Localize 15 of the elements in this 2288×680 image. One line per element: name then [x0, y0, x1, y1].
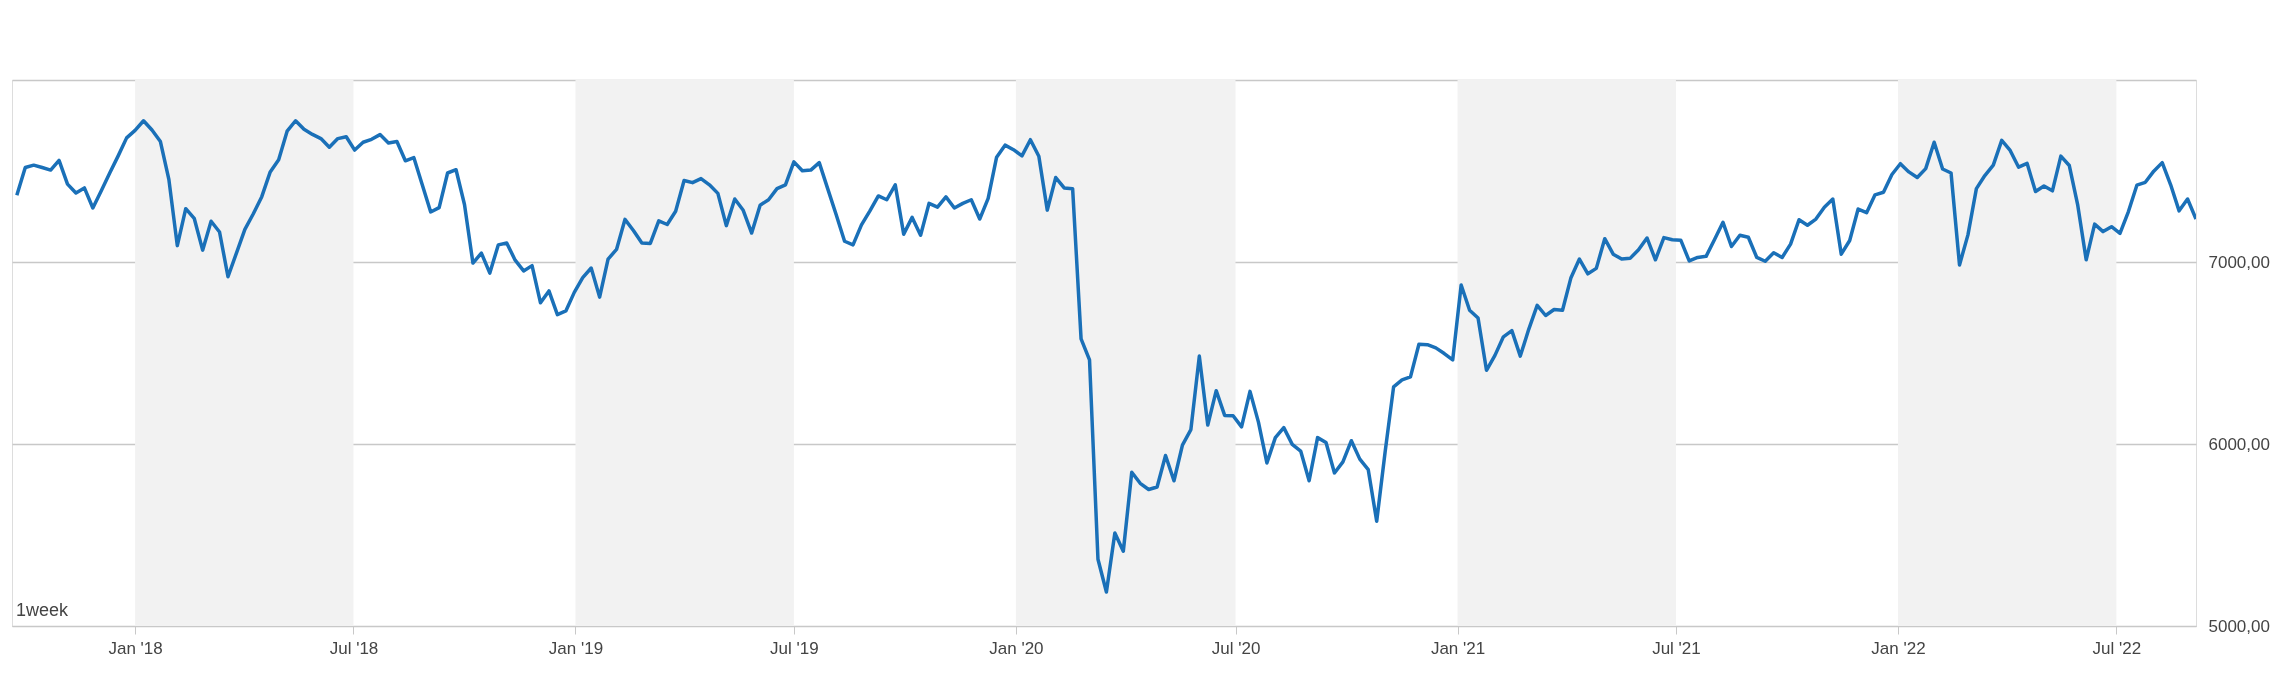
- x-tick-label: Jul '20: [1211, 638, 1261, 658]
- x-tick-label: Jan '18: [108, 638, 163, 658]
- annotation: 1week: [16, 600, 70, 620]
- x-tick-label: Jul '21: [1652, 638, 1701, 658]
- y-tick-label: 7000,00: [2208, 252, 2270, 272]
- x-tick-label: Jan '19: [548, 638, 604, 658]
- x-tick-label: Jan '20: [989, 638, 1044, 658]
- line-series: [15, 119, 2196, 594]
- x-tick-label: Jan '22: [1871, 638, 1926, 658]
- y-tick-label: 6000,00: [2208, 434, 2270, 454]
- x-tick-label: Jul '18: [329, 638, 379, 658]
- y-tick-label: 5000,00: [2208, 616, 2270, 636]
- x-tick-label: Jan '21: [1430, 638, 1486, 658]
- x-tick-label: Jul '22: [2092, 638, 2142, 658]
- x-tick-label: Jul '19: [770, 638, 819, 658]
